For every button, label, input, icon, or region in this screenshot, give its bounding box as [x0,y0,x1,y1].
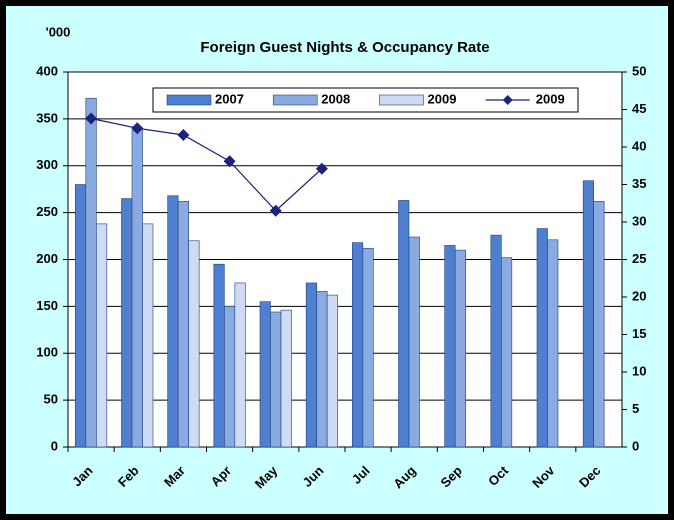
bar [490,234,502,448]
y-tick-label: 100 [36,345,58,360]
bar [501,257,513,448]
bar [85,97,97,448]
bar [305,282,317,448]
bar [131,129,143,448]
bar [326,294,338,448]
legend-swatch [166,94,212,106]
bar [142,223,154,448]
bar [75,184,87,448]
bar [454,249,466,448]
marks [75,97,605,448]
y-tick-label: 400 [36,63,58,78]
bar [213,263,225,448]
y2-tick-label: 50 [632,63,646,78]
legend-label: 2008 [321,91,350,106]
bar [536,228,548,448]
marker [177,129,190,141]
y-tick-label: 250 [36,204,58,219]
legend-swatch [379,94,424,106]
bar [547,239,559,448]
legend: 2007 2008 2009 2009 [152,87,579,113]
bar [316,291,328,448]
y-tick-label: 150 [36,298,58,313]
legend-label: 2007 [215,91,244,106]
chart-title: Foreign Guest Nights & Occupancy Rate [200,39,489,56]
legend-label: 2009 [536,91,565,106]
bar [234,282,246,448]
bar [259,301,271,448]
bar [362,247,374,448]
y-tick-label: 300 [36,157,58,172]
bar [177,201,189,448]
y2-tick-label: 10 [632,363,646,378]
bar [582,180,594,448]
line [90,117,323,212]
marker [315,162,328,175]
y2-tick-label: 45 [632,101,646,116]
y2-tick-label: 0 [632,438,639,453]
y-unit-label: '000 [46,24,71,39]
bar [121,198,133,448]
y2-tick-label: 30 [632,213,646,228]
bar [352,242,364,448]
marker [131,122,144,135]
y2-tick-label: 35 [632,176,646,191]
bar [167,195,179,448]
bar [593,201,605,448]
y-tick-label: 0 [51,438,58,453]
bar [398,200,410,448]
y2-tick-label: 25 [632,251,646,266]
y-tick-label: 350 [36,110,58,125]
marker [223,155,236,168]
bar [280,309,292,448]
bar [270,311,282,448]
marker [85,112,98,125]
y2-tick-label: 5 [632,401,639,416]
y2-tick-label: 15 [632,326,646,341]
bar [408,236,420,448]
y2-tick-label: 20 [632,288,646,303]
bar [188,240,200,448]
legend-swatch [272,94,318,106]
legend-label: 2009 [428,91,457,106]
legend-marker [502,95,513,105]
y2-tick-label: 40 [632,138,646,153]
bar [444,245,456,448]
y-tick-label: 200 [36,251,58,266]
bar [96,223,108,448]
grid [63,71,627,452]
marker [269,204,282,217]
y-tick-label: 50 [44,392,58,407]
bar [224,306,236,448]
